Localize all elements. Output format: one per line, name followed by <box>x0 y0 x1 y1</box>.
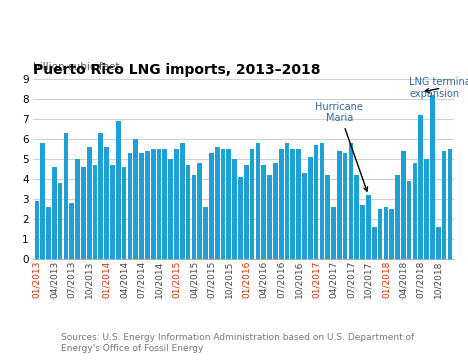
Bar <box>203 207 208 259</box>
Bar <box>128 153 132 259</box>
Bar <box>110 165 115 259</box>
Bar <box>354 175 359 259</box>
Bar <box>430 95 435 259</box>
Bar <box>273 163 278 259</box>
Bar <box>116 121 121 259</box>
Bar <box>262 165 266 259</box>
Bar <box>215 147 219 259</box>
Bar <box>244 165 249 259</box>
Bar <box>395 175 400 259</box>
Bar <box>447 149 452 259</box>
Bar <box>139 153 144 259</box>
Bar <box>64 133 68 259</box>
Bar <box>227 149 231 259</box>
Bar <box>389 209 394 259</box>
Bar <box>69 203 74 259</box>
Bar <box>238 177 243 259</box>
Bar <box>81 167 86 259</box>
Bar <box>267 175 272 259</box>
Text: Puerto Rico LNG imports, 2013–2018: Puerto Rico LNG imports, 2013–2018 <box>33 63 320 77</box>
Bar <box>360 205 365 259</box>
Bar <box>232 159 237 259</box>
Bar <box>413 163 417 259</box>
Bar <box>209 153 214 259</box>
Bar <box>308 157 313 259</box>
Bar <box>151 149 155 259</box>
Bar <box>331 207 336 259</box>
Bar <box>122 167 126 259</box>
Bar <box>133 139 138 259</box>
Bar <box>436 227 440 259</box>
Bar <box>221 149 225 259</box>
Bar <box>366 195 371 259</box>
Bar <box>104 147 109 259</box>
Bar <box>378 209 382 259</box>
Bar <box>296 149 301 259</box>
Bar <box>145 151 150 259</box>
Text: billion cubic feet: billion cubic feet <box>33 62 119 72</box>
Bar <box>162 149 167 259</box>
Bar <box>256 143 260 259</box>
Bar <box>325 175 330 259</box>
Bar <box>424 159 429 259</box>
Bar <box>418 115 423 259</box>
Bar <box>93 165 97 259</box>
Bar <box>250 149 255 259</box>
Bar <box>191 175 196 259</box>
Text: Hurricane
Maria: Hurricane Maria <box>315 102 367 191</box>
Bar <box>407 181 411 259</box>
Bar <box>157 149 161 259</box>
Bar <box>58 183 62 259</box>
Bar <box>197 163 202 259</box>
Bar <box>320 143 324 259</box>
Bar <box>372 227 377 259</box>
Bar <box>40 143 45 259</box>
Bar <box>35 201 39 259</box>
Bar <box>87 147 92 259</box>
Bar <box>442 151 446 259</box>
Text: LNG terminal
expansion: LNG terminal expansion <box>409 77 468 99</box>
Bar <box>291 149 295 259</box>
Bar <box>52 167 57 259</box>
Bar <box>343 153 348 259</box>
Bar <box>168 159 173 259</box>
Bar <box>337 151 342 259</box>
Bar <box>186 165 190 259</box>
Bar <box>302 173 307 259</box>
Bar <box>285 143 289 259</box>
Bar <box>401 151 406 259</box>
Bar <box>75 159 80 259</box>
Bar <box>279 149 284 259</box>
Bar <box>314 145 318 259</box>
Bar <box>349 143 353 259</box>
Bar <box>46 207 51 259</box>
Text: Sources: U.S. Energy Information Administration based on U.S. Department of
Ener: Sources: U.S. Energy Information Adminis… <box>61 333 414 353</box>
Bar <box>180 143 184 259</box>
Bar <box>174 149 179 259</box>
Bar <box>384 207 388 259</box>
Bar <box>98 133 103 259</box>
